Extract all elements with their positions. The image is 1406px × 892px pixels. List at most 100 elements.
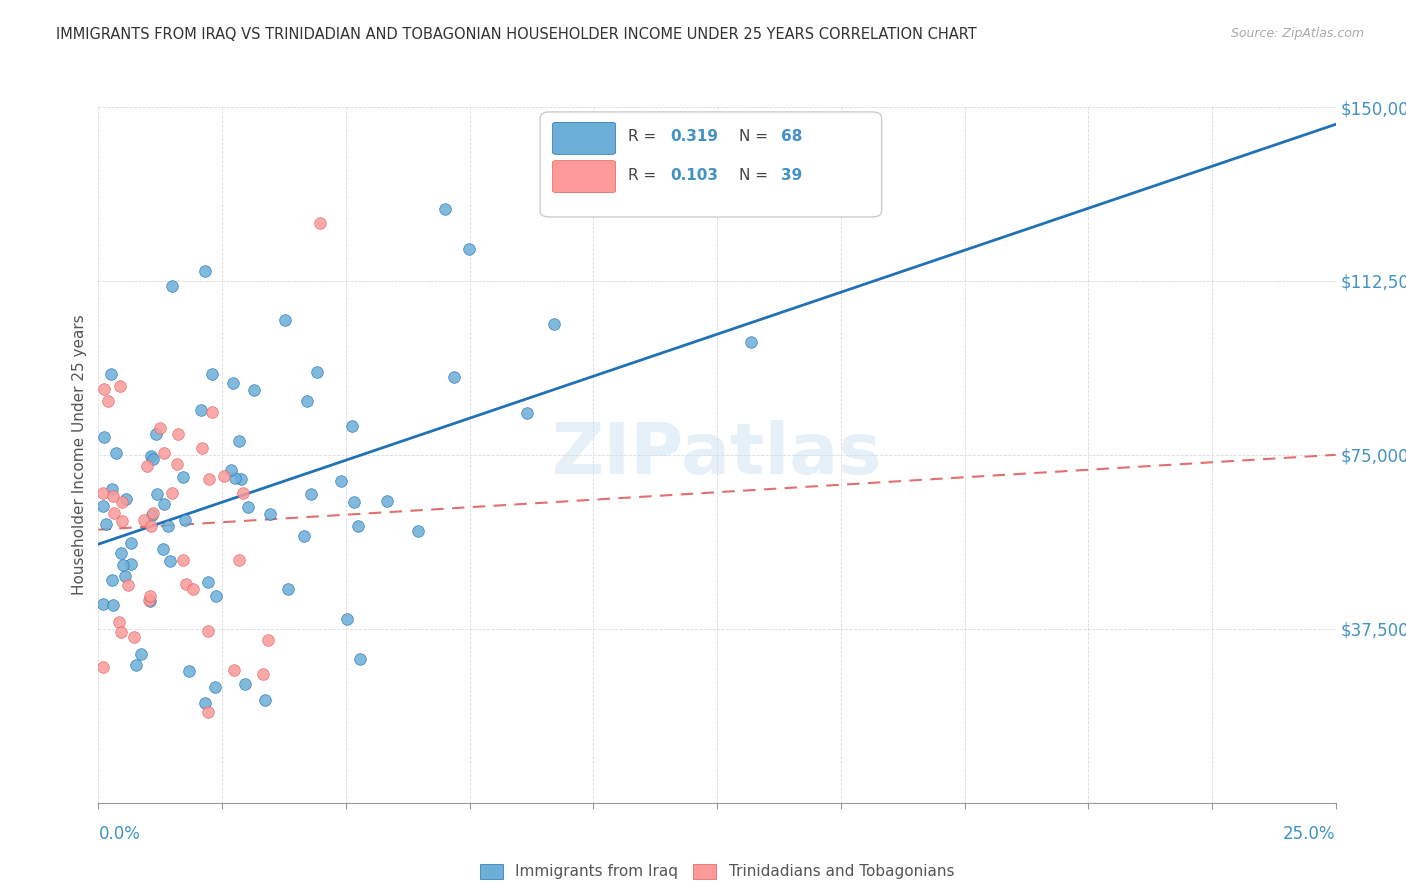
Point [433,202,456,217]
Point [740,335,762,350]
Point [114,569,136,583]
Point [110,546,132,560]
Point [138,592,160,607]
Point [228,553,250,567]
Point [110,625,132,640]
Point [233,677,256,691]
Point [156,518,179,533]
Point [174,513,197,527]
Point [141,508,163,522]
Point [330,474,353,488]
Point [516,406,538,420]
Point [172,470,194,484]
Point [153,446,176,460]
Text: 0.103: 0.103 [671,168,718,183]
Point [342,419,364,434]
Point [105,446,128,460]
Point [167,426,190,441]
Point [307,365,329,379]
Text: R =: R = [628,129,661,145]
Point [190,402,212,417]
Point [181,582,204,596]
Point [117,577,139,591]
Point [243,383,266,397]
Point [232,485,254,500]
Point [231,472,253,486]
FancyBboxPatch shape [540,112,882,217]
Point [201,405,224,419]
Text: N =: N = [740,129,773,145]
Text: ZIPatlas: ZIPatlas [553,420,882,490]
Point [103,506,125,520]
Point [125,657,148,672]
Point [190,442,212,456]
Point [141,519,163,533]
Point [159,554,181,568]
Point [277,582,299,597]
Point [292,528,315,542]
Point [120,536,142,550]
Point [172,553,194,567]
Point [194,264,217,278]
Point [139,449,162,463]
Point [134,512,156,526]
Point [198,472,221,486]
Text: 39: 39 [782,168,803,183]
Point [131,647,153,661]
Point [197,624,219,639]
Point [162,486,184,500]
Point [349,651,371,665]
Point [101,574,124,588]
Point [256,633,278,648]
Point [153,497,176,511]
Point [122,630,145,644]
Point [101,598,124,612]
Point [228,434,250,448]
Point [101,489,124,503]
Point [224,471,246,485]
Point [224,663,246,677]
Point [222,376,245,390]
Point [138,589,160,603]
Point [162,278,184,293]
Point [343,494,366,508]
Point [138,594,160,608]
Point [273,313,295,327]
Point [197,574,219,589]
Point [443,369,465,384]
Point [197,705,219,719]
Point [142,506,165,520]
Text: 0.319: 0.319 [671,129,718,145]
Point [111,494,134,508]
Text: IMMIGRANTS FROM IRAQ VS TRINIDADIAN AND TOBAGONIAN HOUSEHOLDER INCOME UNDER 25 Y: IMMIGRANTS FROM IRAQ VS TRINIDADIAN AND … [56,27,977,42]
Point [93,597,115,611]
Text: N =: N = [740,168,773,183]
Point [252,667,274,681]
Point [141,451,163,466]
Point [110,378,132,392]
Point [166,457,188,471]
FancyBboxPatch shape [553,161,616,193]
Point [236,500,259,514]
Point [107,615,129,629]
Point [201,368,224,382]
Point [299,487,322,501]
Point [146,487,169,501]
FancyBboxPatch shape [553,122,616,154]
Point [101,483,124,497]
Point [309,216,332,230]
Text: 0.0%: 0.0% [98,825,141,843]
Point [111,558,134,572]
Point [120,557,142,571]
Point [177,664,200,678]
Point [93,486,115,500]
Point [194,696,217,710]
Y-axis label: Householder Income Under 25 years: Householder Income Under 25 years [72,315,87,595]
Point [97,394,120,409]
Point [259,507,281,521]
Point [111,514,134,528]
Text: 68: 68 [782,129,803,145]
Point [205,589,228,603]
Point [145,426,167,441]
Point [219,463,242,477]
